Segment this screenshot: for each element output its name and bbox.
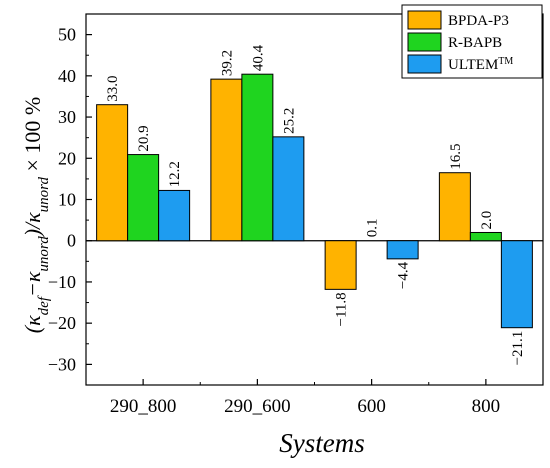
data-label: 33.0 [105,75,121,101]
bar [386,240,419,260]
bar [500,240,533,329]
y-tick-label: −10 [48,272,76,292]
y-tick-label: −20 [48,313,76,333]
y-tick-label: 30 [58,107,76,127]
data-label: 40.4 [250,44,266,71]
legend-swatch [407,32,442,52]
bar [324,240,357,290]
legend: BPDA-P3 R-BAPB ULTEMTM [401,4,543,79]
data-label: 39.2 [219,50,235,76]
bar [438,172,471,242]
data-labels: 33.0 39.2 −11.8 16.5 20.9 40.4 0.1 2.0 12.2 25.2 −… [105,44,526,365]
data-label: 12.2 [167,161,183,187]
data-label: 16.5 [448,143,464,169]
bar [272,136,305,242]
y-axis-title: (κdef−κunord)/κunord × 100 % [20,97,52,333]
data-label: 25.2 [281,108,297,134]
y-tick-label: 10 [58,190,76,210]
bar [127,154,160,242]
y-tick-label: 40 [58,66,76,86]
x-tick-label: 800 [472,396,501,417]
bar [210,78,243,242]
legend-label: R-BAPB [448,35,502,51]
x-tick-label: 290_800 [110,396,177,417]
bar [241,73,274,242]
x-tick-label: 600 [357,396,386,417]
x-axis: 290_800 290_600 600 800 [85,379,544,417]
data-label: 2.0 [479,211,495,230]
bar [96,104,129,242]
bars [96,73,533,329]
data-label: 20.9 [136,125,152,151]
y-axis: −30 −20 −10 0 10 20 30 40 50 [48,13,92,386]
data-label: −21.1 [510,331,526,366]
legend-swatch [407,10,442,30]
data-label: 0.1 [365,219,381,238]
x-tick-label: 290_600 [224,396,291,417]
legend-label: BPDA-P3 [448,13,509,29]
y-tick-label: 0 [67,231,76,251]
y-tick-label: 50 [58,25,76,45]
y-tick-label: −30 [48,354,76,374]
x-axis-title: Systems [279,428,364,458]
legend-label: ULTEMTM [448,56,513,74]
legend-swatch [407,54,442,74]
bar [469,231,502,242]
data-label: −11.8 [334,292,350,326]
bar [158,189,191,242]
y-tick-label: 20 [58,148,76,168]
data-label: −4.4 [396,261,412,289]
